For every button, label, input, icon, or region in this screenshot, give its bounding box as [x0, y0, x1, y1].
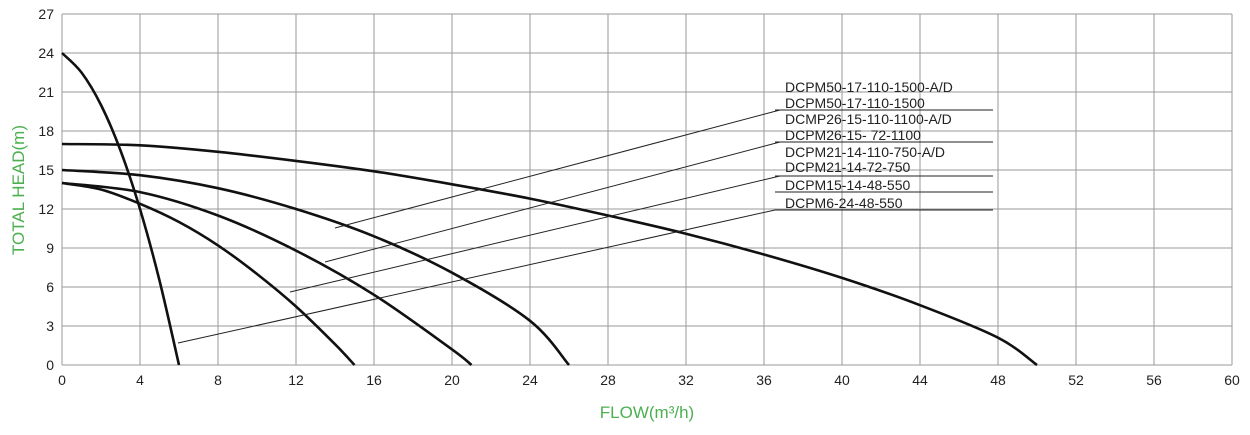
x-tick-label: 12 — [288, 372, 304, 388]
curve-label: DCPM6-24-48-550 — [785, 195, 903, 211]
x-tick-label: 20 — [444, 372, 460, 388]
y-tick-label: 27 — [38, 6, 54, 22]
curve-label: DCPM21-14-72-750 — [785, 159, 910, 175]
pump-curve — [61, 142, 1038, 367]
leader-line — [324, 141, 781, 263]
pump-curve — [61, 168, 570, 366]
x-axis-title: FLOW(m³/h) — [600, 403, 694, 422]
x-tick-label: 56 — [1146, 372, 1162, 388]
y-tick-label: 24 — [38, 45, 54, 61]
x-tick-label: 0 — [58, 372, 66, 388]
x-tick-label: 44 — [912, 372, 928, 388]
curve-label: DCMP26-15-110-1100-A/D — [785, 111, 952, 127]
leader-line — [334, 109, 781, 229]
x-tick-label: 16 — [366, 372, 382, 388]
x-tick-label: 48 — [990, 372, 1006, 388]
x-tick-label: 24 — [522, 372, 538, 388]
leader-line — [289, 175, 781, 293]
curve-label: DCPM26-15- 72-1100 — [785, 127, 921, 143]
y-tick-label: 9 — [46, 240, 54, 256]
x-tick-label: 28 — [600, 372, 616, 388]
y-tick-label: 12 — [38, 201, 54, 217]
x-tick-label: 32 — [678, 372, 694, 388]
x-tick-label: 36 — [756, 372, 772, 388]
x-tick-label: 4 — [136, 372, 144, 388]
y-tick-label: 18 — [38, 123, 54, 139]
curve-label: DCPM15-14-48-550 — [785, 177, 910, 193]
curve-label: DCPM21-14-110-750-A/D — [785, 144, 945, 160]
y-tick-label: 15 — [38, 162, 54, 178]
x-tick-label: 60 — [1224, 372, 1240, 388]
x-tick-label: 8 — [214, 372, 222, 388]
leader-line — [177, 209, 776, 344]
pump-curve — [61, 52, 181, 366]
y-tick-label: 0 — [46, 357, 54, 373]
y-axis-title: TOTAL HEAD(m) — [9, 125, 28, 255]
y-tick-label: 21 — [38, 84, 54, 100]
y-tick-label: 3 — [46, 318, 54, 334]
y-tick-label: 6 — [46, 279, 54, 295]
curve-label: DCPM50-17-110-1500-A/D — [785, 79, 953, 95]
x-tick-label: 40 — [834, 372, 850, 388]
curve-label: DCPM50-17-110-1500 — [785, 95, 925, 111]
pump-curve — [61, 181, 356, 366]
x-tick-label: 52 — [1068, 372, 1084, 388]
pump-curve — [61, 181, 473, 367]
